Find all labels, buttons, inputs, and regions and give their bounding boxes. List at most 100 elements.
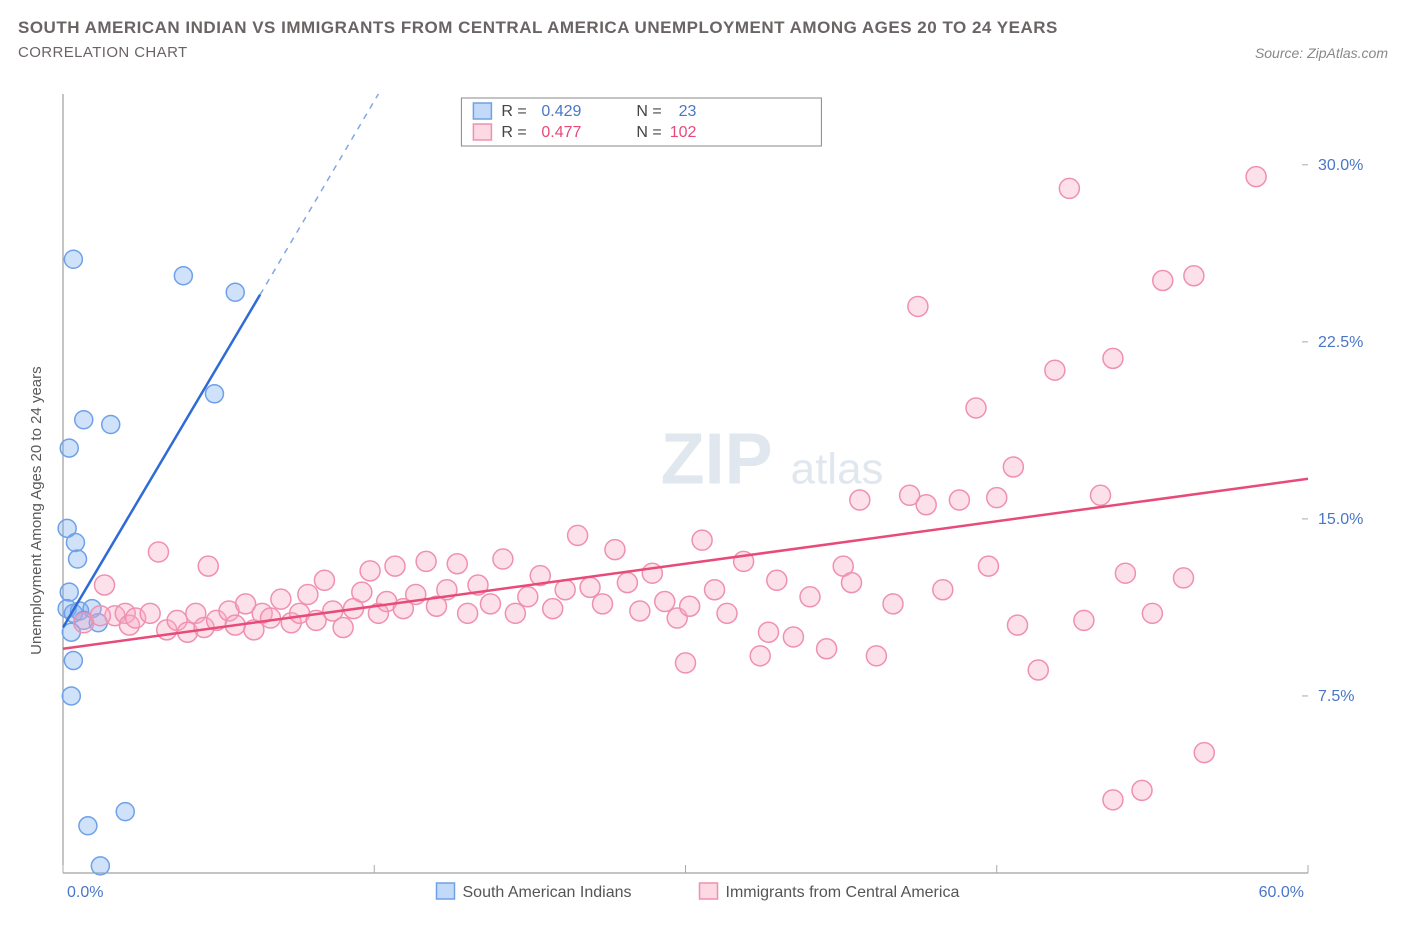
watermark: atlas [791,445,884,494]
legend-n-label: N = [636,103,661,120]
data-point [79,817,97,835]
trend-line [63,295,260,628]
data-point [908,296,928,316]
data-point [717,603,737,623]
data-point [676,653,696,673]
data-point [593,594,613,614]
data-point [800,587,820,607]
data-point [866,646,886,666]
data-point [617,573,637,593]
data-point [298,584,318,604]
data-point [1074,610,1094,630]
data-point [1003,457,1023,477]
data-point [174,267,192,285]
data-point [1184,266,1204,286]
data-point [360,561,380,581]
data-point [680,596,700,616]
data-point [1174,568,1194,588]
data-point [916,495,936,515]
legend-swatch [473,103,491,119]
data-point [1142,603,1162,623]
data-point [580,577,600,597]
scatter-chart: ZIPatlas7.5%15.0%22.5%30.0%0.0%60.0%Unem… [18,88,1388,913]
data-point [385,556,405,576]
legend-series-label: South American Indians [463,884,632,901]
data-point [205,385,223,403]
data-point [1091,485,1111,505]
y-tick-label: 22.5% [1318,334,1363,351]
data-point [883,594,903,614]
legend-series-label: Immigrants from Central America [726,884,960,901]
data-point [66,534,84,552]
data-point [692,530,712,550]
data-point [90,606,110,626]
legend-r-label: R = [501,124,526,141]
data-point [949,490,969,510]
data-point [933,580,953,600]
legend-swatch [700,883,718,899]
data-point [783,627,803,647]
data-point [1194,743,1214,763]
data-point [568,525,588,545]
chart-title: SOUTH AMERICAN INDIAN VS IMMIGRANTS FROM… [0,0,1406,44]
data-point [148,542,168,562]
data-point [842,573,862,593]
data-point [116,803,134,821]
data-point [64,652,82,670]
data-point [261,608,281,628]
data-point [705,580,725,600]
data-point [75,411,93,429]
x-tick-label: 60.0% [1259,884,1304,901]
watermark: ZIP [661,420,773,500]
chart-area: ZIPatlas7.5%15.0%22.5%30.0%0.0%60.0%Unem… [18,88,1388,913]
data-point [1246,167,1266,187]
data-point [60,583,78,601]
legend-r-value: 0.429 [541,103,581,120]
data-point [1103,348,1123,368]
data-point [767,570,787,590]
chart-subtitle: CORRELATION CHART [18,44,188,61]
data-point [978,556,998,576]
subtitle-row: CORRELATION CHART Source: ZipAtlas.com [0,44,1406,75]
chart-source: Source: ZipAtlas.com [1255,45,1388,61]
data-point [966,398,986,418]
data-point [314,570,334,590]
data-point [416,551,436,571]
data-point [333,617,353,637]
data-point [1153,270,1173,290]
legend-r-value: 0.477 [541,124,581,141]
data-point [750,646,770,666]
legend-r-label: R = [501,103,526,120]
data-point [630,601,650,621]
data-point [1028,660,1048,680]
data-point [64,250,82,268]
data-point [518,587,538,607]
data-point [605,540,625,560]
data-point [655,592,675,612]
data-point [543,599,563,619]
legend-n-label: N = [636,124,661,141]
data-point [447,554,467,574]
data-point [850,490,870,510]
data-point [505,603,525,623]
y-tick-label: 7.5% [1318,688,1354,705]
data-point [352,582,372,602]
data-point [198,556,218,576]
y-axis-title: Unemployment Among Ages 20 to 24 years [28,366,45,655]
data-point [91,857,109,875]
data-point [140,603,160,623]
data-point [480,594,500,614]
data-point [817,639,837,659]
data-point [1115,563,1135,583]
data-point [458,603,478,623]
data-point [1132,780,1152,800]
x-tick-label: 0.0% [67,884,103,901]
data-point [62,687,80,705]
data-point [1103,790,1123,810]
data-point [1059,178,1079,198]
data-point [271,589,291,609]
data-point [69,550,87,568]
trend-line-extension [260,94,378,295]
legend-swatch [437,883,455,899]
data-point [759,622,779,642]
